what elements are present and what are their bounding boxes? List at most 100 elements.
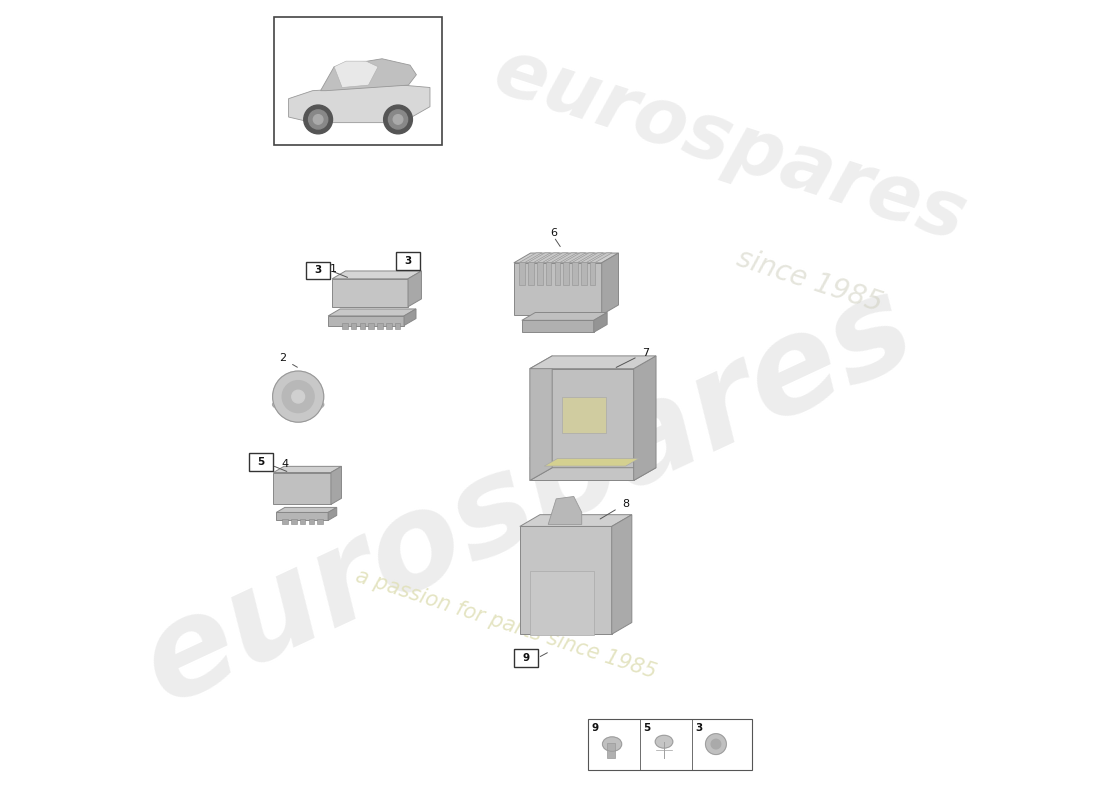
Polygon shape — [590, 253, 612, 262]
Ellipse shape — [273, 398, 323, 412]
Bar — [396, 252, 420, 270]
Polygon shape — [331, 466, 341, 505]
Polygon shape — [328, 316, 404, 326]
Text: 9: 9 — [592, 723, 598, 733]
Polygon shape — [514, 263, 602, 314]
Polygon shape — [581, 253, 603, 262]
Bar — [386, 323, 392, 329]
Polygon shape — [544, 458, 639, 466]
Text: 7: 7 — [642, 348, 649, 358]
Bar — [368, 323, 374, 329]
Text: 3: 3 — [315, 266, 322, 275]
Text: 1: 1 — [330, 264, 337, 274]
Polygon shape — [563, 253, 585, 262]
Polygon shape — [634, 356, 656, 481]
Bar — [588, 718, 752, 770]
Polygon shape — [276, 513, 328, 521]
Polygon shape — [563, 262, 569, 285]
Text: since 1985: since 1985 — [733, 244, 886, 318]
Bar — [395, 323, 400, 329]
Ellipse shape — [656, 735, 673, 748]
Polygon shape — [530, 468, 656, 481]
Ellipse shape — [711, 739, 720, 749]
Polygon shape — [408, 271, 421, 306]
Polygon shape — [328, 507, 337, 521]
Polygon shape — [572, 262, 578, 285]
Polygon shape — [274, 466, 341, 473]
Polygon shape — [530, 369, 634, 481]
Polygon shape — [594, 313, 607, 332]
Polygon shape — [590, 262, 595, 285]
Text: 5: 5 — [644, 723, 650, 733]
Bar — [292, 519, 297, 525]
Ellipse shape — [603, 737, 622, 751]
Ellipse shape — [705, 734, 726, 754]
Text: eurospares: eurospares — [484, 33, 975, 257]
Polygon shape — [404, 309, 416, 326]
Bar — [530, 570, 594, 634]
Polygon shape — [521, 320, 594, 332]
Polygon shape — [274, 473, 331, 505]
Polygon shape — [514, 253, 618, 263]
Polygon shape — [612, 514, 631, 634]
Polygon shape — [537, 253, 560, 262]
Polygon shape — [519, 253, 542, 262]
Polygon shape — [519, 262, 525, 285]
Polygon shape — [520, 514, 631, 526]
Text: 5: 5 — [257, 457, 264, 467]
Polygon shape — [528, 253, 551, 262]
Polygon shape — [554, 253, 576, 262]
Circle shape — [393, 114, 403, 124]
Bar — [342, 323, 348, 329]
Circle shape — [292, 390, 305, 403]
Text: 3: 3 — [695, 723, 703, 733]
Bar — [306, 262, 330, 279]
Circle shape — [388, 110, 408, 129]
Circle shape — [304, 105, 332, 134]
Polygon shape — [581, 262, 586, 285]
Bar — [309, 519, 315, 525]
Polygon shape — [537, 262, 542, 285]
Polygon shape — [530, 356, 552, 481]
Bar — [300, 519, 306, 525]
Polygon shape — [602, 253, 618, 314]
Bar — [377, 323, 383, 329]
Polygon shape — [276, 507, 337, 513]
Bar — [360, 323, 365, 329]
Text: 6: 6 — [550, 228, 558, 238]
Polygon shape — [332, 271, 421, 278]
Polygon shape — [546, 253, 569, 262]
Bar — [607, 743, 615, 758]
Polygon shape — [520, 526, 612, 634]
Text: a passion for parts since 1985: a passion for parts since 1985 — [353, 566, 659, 682]
Text: 2: 2 — [278, 354, 286, 363]
Polygon shape — [332, 278, 408, 306]
Polygon shape — [562, 397, 606, 433]
Bar — [317, 519, 323, 525]
Text: 4: 4 — [280, 458, 288, 469]
Polygon shape — [554, 262, 560, 285]
Polygon shape — [572, 253, 594, 262]
Text: 3: 3 — [405, 256, 412, 266]
Polygon shape — [546, 262, 551, 285]
Circle shape — [384, 105, 412, 134]
Bar — [274, 17, 442, 145]
Polygon shape — [328, 309, 416, 316]
Polygon shape — [528, 262, 534, 285]
Circle shape — [314, 114, 323, 124]
Bar — [249, 454, 273, 471]
Polygon shape — [530, 356, 656, 369]
Circle shape — [309, 110, 328, 129]
Polygon shape — [521, 313, 607, 320]
Bar — [351, 323, 356, 329]
Bar — [283, 519, 288, 525]
Text: 8: 8 — [623, 499, 629, 510]
Polygon shape — [320, 58, 417, 90]
Polygon shape — [548, 497, 582, 525]
Circle shape — [283, 381, 315, 413]
Polygon shape — [288, 85, 430, 122]
Text: eurospares: eurospares — [122, 262, 933, 730]
Bar — [514, 649, 538, 666]
Polygon shape — [334, 61, 378, 87]
Circle shape — [273, 371, 323, 422]
